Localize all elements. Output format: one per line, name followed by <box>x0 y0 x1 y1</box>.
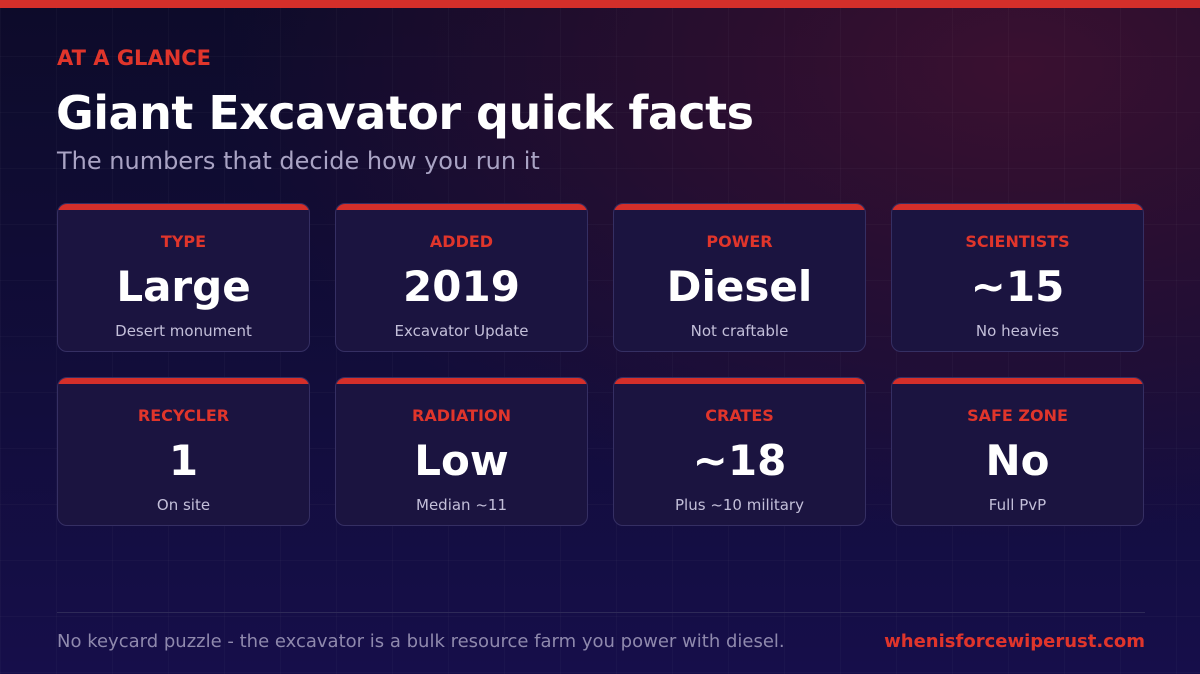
card-value: Low <box>414 436 509 485</box>
top-bar <box>0 0 1200 8</box>
fact-card: ADDED 2019 Excavator Update <box>335 203 588 352</box>
card-value: ~15 <box>970 262 1065 311</box>
card-note: No heavies <box>975 322 1060 340</box>
card-accent <box>892 204 1143 210</box>
card-value: ~18 <box>692 436 787 485</box>
card-accent <box>58 204 309 210</box>
card-note: Not craftable <box>690 322 789 340</box>
footer-site[interactable]: whenisforcewiperust.com <box>884 631 1145 652</box>
fact-card: TYPE Large Desert monument <box>57 203 310 352</box>
card-accent <box>336 204 587 210</box>
fact-card: RECYCLER 1 On site <box>57 377 310 526</box>
card-note: Median ~11 <box>416 496 507 514</box>
card-value: Large <box>116 262 251 311</box>
card-note: Desert monument <box>115 322 252 340</box>
card-accent <box>892 378 1143 384</box>
card-grid: TYPE Large Desert monument ADDED 2019 Excavat… <box>57 203 1145 526</box>
fact-card: CRATES ~18 Plus ~10 military <box>613 377 866 526</box>
card-value: 1 <box>168 436 199 485</box>
footer-note: No keycard puzzle - the excavator is a b… <box>57 631 785 652</box>
card-label: ADDED <box>429 232 494 251</box>
card-label: TYPE <box>160 232 207 251</box>
card-value: 2019 <box>403 262 520 311</box>
card-label: RADIATION <box>412 406 511 425</box>
fact-card: RADIATION Low Median ~11 <box>335 377 588 526</box>
card-label: CRATES <box>705 406 774 425</box>
card-label: SCIENTISTS <box>965 232 1070 251</box>
card-label: POWER <box>706 232 773 251</box>
fact-card: SCIENTISTS ~15 No heavies <box>891 203 1144 352</box>
card-value: Diesel <box>666 262 813 311</box>
fact-card: SAFE ZONE No Full PvP <box>891 377 1144 526</box>
card-note: Plus ~10 military <box>675 496 804 514</box>
subtitle: The numbers that decide how you run it <box>57 147 540 175</box>
divider <box>57 612 1145 613</box>
card-accent <box>614 204 865 210</box>
card-value: No <box>985 436 1050 485</box>
card-accent <box>336 378 587 384</box>
card-accent <box>614 378 865 384</box>
card-note: Excavator Update <box>394 322 529 340</box>
card-accent <box>58 378 309 384</box>
eyebrow: AT A GLANCE <box>57 46 212 70</box>
card-note: Full PvP <box>988 496 1047 514</box>
title: Giant Excavator quick facts <box>56 86 754 140</box>
card-note: On site <box>156 496 211 514</box>
card-label: RECYCLER <box>137 406 230 425</box>
fact-card: POWER Diesel Not craftable <box>613 203 866 352</box>
card-label: SAFE ZONE <box>967 406 1068 425</box>
